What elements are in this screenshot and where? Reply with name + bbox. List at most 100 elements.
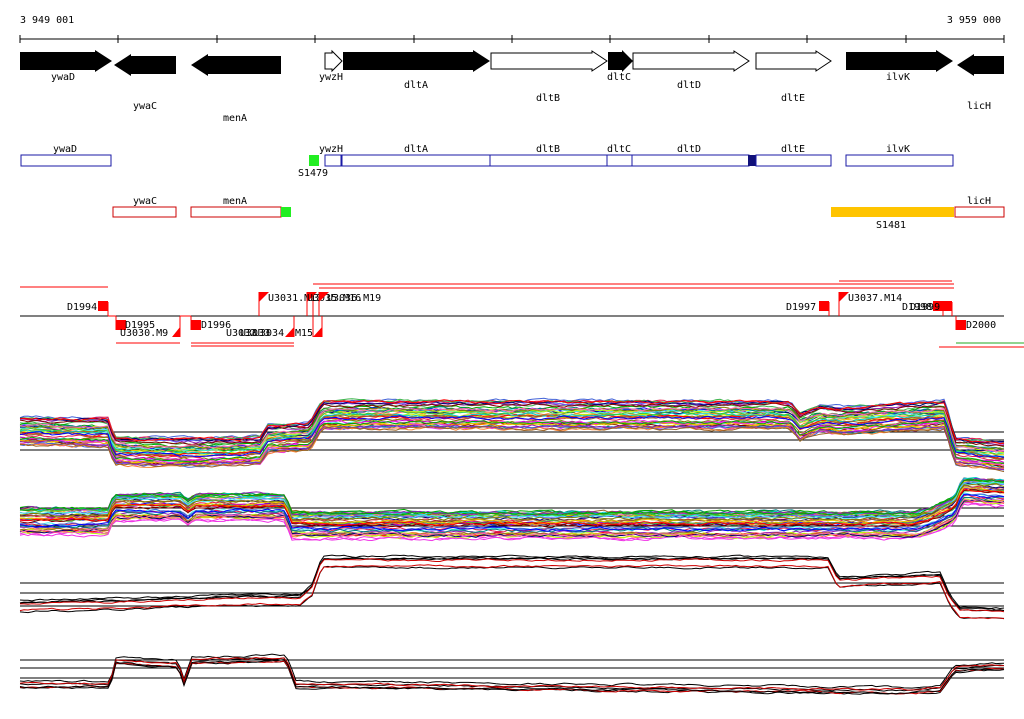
transcript-track-reverse: ywaC menA S1481 licH <box>112 196 1005 231</box>
blue-box-dltA[interactable] <box>341 154 491 167</box>
blue-box-dltD[interactable] <box>631 154 750 167</box>
blue-label-dltD: dltD <box>677 144 701 155</box>
panel3-traces <box>19 554 1005 620</box>
marker-U3036.M19-flag[interactable] <box>319 292 329 302</box>
panel1-trace-40 <box>19 399 1005 445</box>
blue-label-ywzH: ywzH <box>319 144 343 155</box>
red-label-ywaC: ywaC <box>133 196 157 207</box>
gene-label-dltD: dltD <box>677 80 701 91</box>
panel1-trace-35 <box>19 402 1005 447</box>
marker-track: D1994 D1995 U3030.M9 D1996 U3032 U3033 U… <box>20 280 1024 348</box>
feature-S1479-box[interactable] <box>309 155 319 166</box>
panel3-trace-2 <box>19 557 1004 612</box>
marker-D2000-flag[interactable] <box>956 320 966 330</box>
gene-arrow-licH[interactable] <box>957 54 1004 76</box>
panel1-trace-41 <box>19 415 1005 458</box>
panel1-trace-29 <box>19 424 1005 471</box>
panel2-trace-40 <box>19 488 1005 527</box>
expression-panel-4 <box>19 653 1005 695</box>
marker-U3031.M13-flag[interactable] <box>259 292 269 302</box>
gene-arrow-ilvK[interactable] <box>846 50 953 72</box>
gene-arrow-dltE[interactable] <box>755 50 832 72</box>
marker-label-U3030.M9: U3030.M9 <box>120 328 168 339</box>
panel3-trace-3 <box>20 558 1005 613</box>
marker-U3030.M9-flag[interactable] <box>172 327 180 337</box>
panel2-trace-30 <box>19 481 1005 520</box>
red-box-menA[interactable] <box>190 206 282 218</box>
panel1-trace-38 <box>19 406 1005 453</box>
panel2-trace-38 <box>19 498 1005 538</box>
blue-label-dltE: dltE <box>781 144 805 155</box>
feature-S1481-box[interactable] <box>831 207 954 217</box>
marker-label-D1995: D1995 <box>125 320 155 331</box>
marker-label-U3032: U3032 <box>226 328 256 339</box>
gene-arrow-menA[interactable] <box>191 54 281 76</box>
coordinate-ruler: 3 949 001 3 959 000 <box>19 15 1005 43</box>
gene-arrow-ywaD[interactable] <box>20 50 112 72</box>
marker-label-U3034: U3034 <box>254 328 284 339</box>
marker-range-lines <box>20 280 1024 348</box>
end-coordinate: 3 959 000 <box>947 15 1001 26</box>
panel3-trace-4 <box>19 564 1005 620</box>
red-box-menA-green-tip <box>281 207 291 217</box>
blue-box-dltC[interactable] <box>606 154 633 167</box>
panel3-trace-5 <box>19 554 1005 610</box>
gene-label-dltA: dltA <box>404 80 428 91</box>
start-coordinate: 3 949 001 <box>20 15 74 26</box>
blue-label-dltB: dltB <box>536 144 560 155</box>
panel1-trace-12 <box>19 418 1005 465</box>
gene-arrow-dltB[interactable] <box>490 50 608 72</box>
panel4-trace-3 <box>19 656 1005 691</box>
marker-D1996-flag[interactable] <box>191 320 201 330</box>
blue-label-dltA: dltA <box>404 144 428 155</box>
panel4-trace-0 <box>19 657 1005 692</box>
red-box-licH[interactable] <box>954 206 1005 218</box>
marker-U3035.M16-flag[interactable] <box>307 292 317 302</box>
marker-D1997-flag[interactable] <box>819 301 829 311</box>
red-box-ywaC[interactable] <box>112 206 177 218</box>
red-label-licH: licH <box>967 196 991 207</box>
marker-label-U3031.M13: U3031.M13 <box>268 293 322 304</box>
panel3-trace-1 <box>19 556 1005 612</box>
red-label-menA: menA <box>223 196 247 207</box>
marker-U3034-flag[interactable] <box>285 327 294 337</box>
gene-arrow-ywaC[interactable] <box>114 54 176 76</box>
blue-box-ywzH[interactable] <box>324 154 342 167</box>
blue-box-dltB[interactable] <box>489 154 608 167</box>
marker-D1998-flag[interactable] <box>933 301 943 311</box>
gene-arrow-dltD[interactable] <box>632 50 750 72</box>
marker-D1999-flag[interactable] <box>942 301 952 311</box>
panel1-traces <box>19 397 1005 473</box>
blue-box-dltE[interactable] <box>755 154 832 167</box>
panel1-trace-37 <box>19 400 1005 444</box>
marker-U3037.M14-flag[interactable] <box>839 292 849 302</box>
transcript-track-forward: ywaD S1479 ywzH dltA dltB dltC dltD dltE… <box>20 144 954 179</box>
gene-label-dltC: dltC <box>607 72 631 83</box>
expression-panel-2 <box>19 476 1005 542</box>
marker-label-U3033: U3033 <box>240 328 270 339</box>
marker-D1994-flag[interactable] <box>98 301 108 311</box>
panel2-trace-36 <box>19 483 1005 521</box>
gene-label-licH: licH <box>967 101 991 112</box>
blue-box-dark-mark <box>748 155 756 166</box>
blue-box-ywaD[interactable] <box>20 154 112 167</box>
expression-panel-3 <box>19 554 1005 620</box>
panel2-trace-29 <box>19 477 1005 516</box>
panel2-trace-41 <box>19 493 1005 532</box>
marker-D1995-flag[interactable] <box>116 320 126 330</box>
gene-label-dltE: dltE <box>781 93 805 104</box>
marker-M15-flag[interactable] <box>313 327 322 337</box>
panel2-trace-34 <box>19 498 1005 538</box>
panel2-trace-39 <box>19 478 1005 516</box>
expression-panel-1 <box>19 397 1005 473</box>
marker-label-U3036.M19: U3036.M19 <box>327 293 381 304</box>
blue-box-ilvK[interactable] <box>845 154 954 167</box>
gene-arrow-ywzH[interactable] <box>324 49 343 73</box>
gene-track: ywaD ywaC menA ywzH dltA dltB dltC dltD … <box>20 49 1004 124</box>
gene-arrow-dltC[interactable] <box>608 50 633 72</box>
gene-arrow-dltA[interactable] <box>343 50 490 72</box>
panel2-trace-31 <box>19 503 1005 542</box>
marker-label-D1994: D1994 <box>67 302 97 313</box>
marker-label-D2000: D2000 <box>966 320 996 331</box>
